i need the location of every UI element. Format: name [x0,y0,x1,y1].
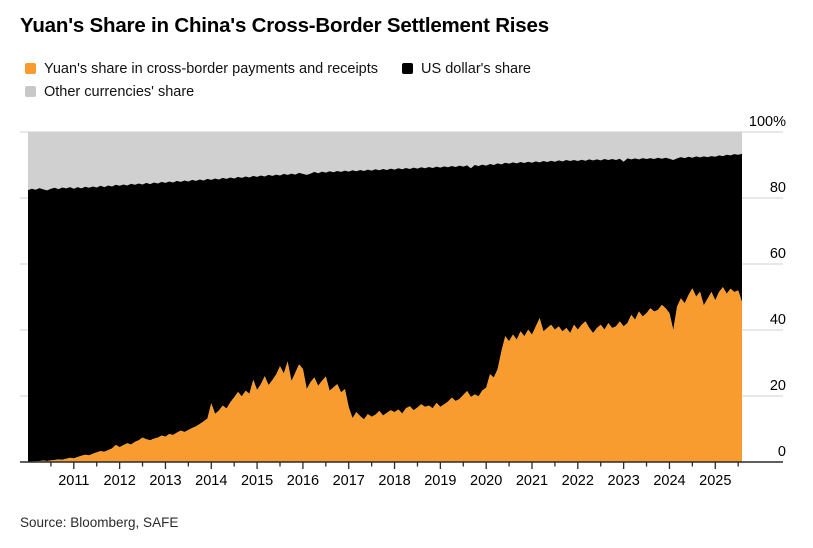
svg-text:2016: 2016 [287,473,319,489]
svg-text:2017: 2017 [333,473,365,489]
legend-label-usd: US dollar's share [421,60,531,77]
usd-swatch-icon [402,63,414,74]
svg-text:80: 80 [770,180,786,196]
svg-text:2020: 2020 [470,473,502,489]
legend-item-usd: US dollar's share [402,61,531,77]
yuan-swatch-icon [25,63,36,74]
legend-label-other: Other currencies' share [44,83,195,100]
svg-text:60: 60 [770,246,786,262]
area-other-currencies [28,132,742,191]
svg-text:40: 40 [770,312,786,328]
other-swatch-icon [25,86,36,97]
svg-text:2011: 2011 [58,473,89,489]
area-yuan [28,287,742,462]
chart-title: Yuan's Share in China's Cross-Border Set… [20,14,549,37]
area-us-dollar [28,153,742,462]
legend-label-yuan: Yuan's share in cross-border payments an… [44,60,379,77]
x-axis-ticks [50,462,739,469]
legend-item-other: Other currencies' share [25,84,194,100]
y-axis-labels: 0 20 40 60 80 100% [749,114,786,460]
svg-text:2013: 2013 [149,473,181,489]
svg-text:2024: 2024 [653,473,685,489]
legend: Yuan's share in cross-border payments an… [25,57,795,103]
svg-text:100%: 100% [749,114,786,130]
svg-text:2018: 2018 [378,473,410,489]
svg-text:2012: 2012 [104,473,136,489]
legend-row-1: Yuan's share in cross-border payments an… [25,57,795,80]
source-attribution: Source: Bloomberg, SAFE [20,515,179,530]
svg-text:2015: 2015 [241,473,273,489]
svg-text:2023: 2023 [608,473,640,489]
legend-row-2: Other currencies' share [25,80,795,103]
svg-text:2025: 2025 [699,473,731,489]
svg-text:2014: 2014 [195,473,227,489]
legend-item-yuan: Yuan's share in cross-border payments an… [25,61,378,77]
svg-text:0: 0 [778,444,786,460]
svg-text:20: 20 [770,378,786,394]
x-axis-labels: 2011 2012 2013 2014 2015 2016 2017 2018 2019 2020… [58,473,731,489]
svg-text:2019: 2019 [424,473,456,489]
svg-text:2021: 2021 [516,473,548,489]
svg-text:2022: 2022 [562,473,594,489]
